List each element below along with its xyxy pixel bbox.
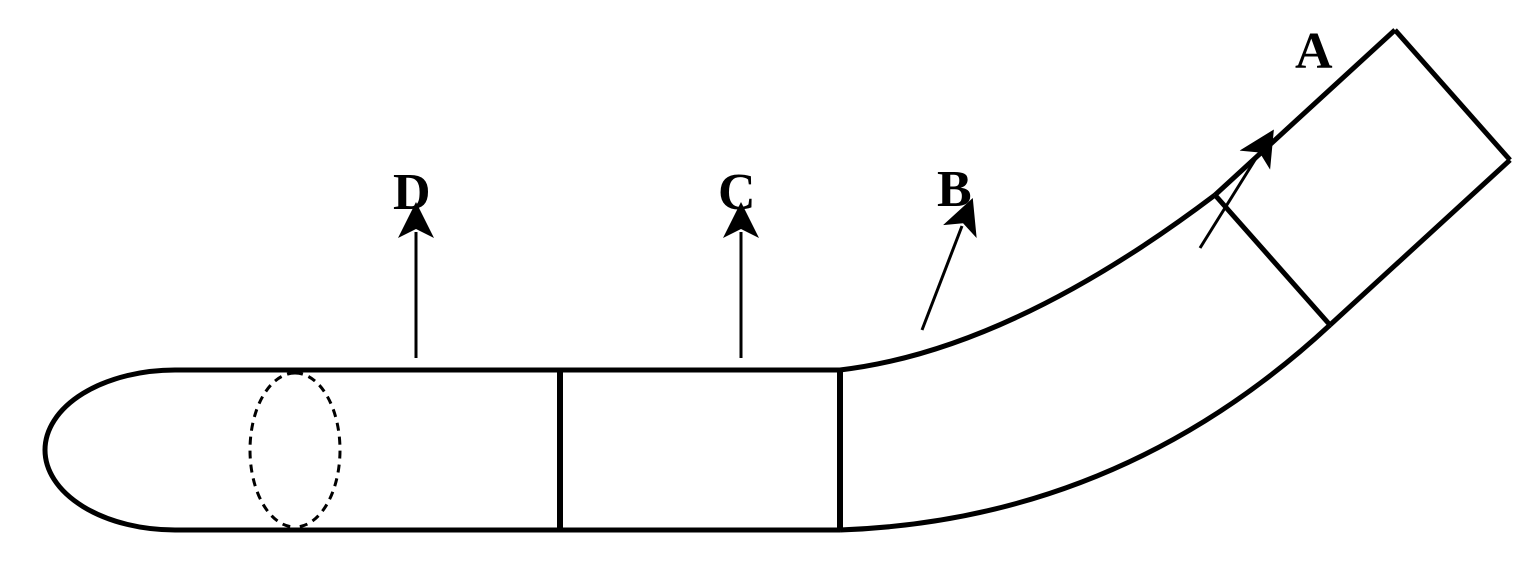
ellipse-back-dashed	[295, 373, 340, 527]
diagram-svg	[0, 0, 1530, 560]
bend-top-curve	[840, 195, 1215, 370]
diagram-schematic: A B C D	[0, 0, 1530, 560]
label-c: C	[718, 163, 756, 222]
label-a: A	[1295, 22, 1333, 81]
box-a-left-bottom	[1330, 160, 1510, 325]
ellipse-front-dashed	[250, 373, 295, 527]
ellipse-left-solid	[45, 370, 175, 530]
label-d: D	[393, 163, 431, 222]
box-a-right-cap	[1395, 30, 1510, 160]
divider-ba	[1215, 195, 1330, 325]
label-b: B	[937, 160, 972, 219]
arrow-b	[922, 226, 962, 330]
